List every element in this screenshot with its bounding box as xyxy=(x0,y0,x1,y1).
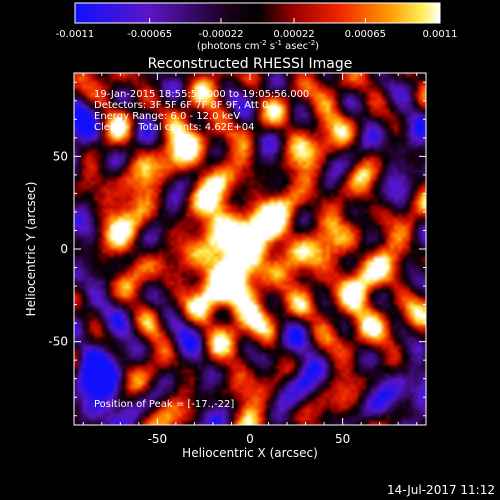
y-axis-label: Heliocentric Y (arcsec) xyxy=(24,182,38,317)
colorbar xyxy=(74,2,441,24)
colorbar-tick-label: -0.0011 xyxy=(56,29,95,40)
annotation-energy-range: Energy Range: 6.0 - 12.0 keV xyxy=(94,111,240,122)
x-tick-label: -50 xyxy=(148,432,168,446)
footer-date: 14-Jul-2017 11:12 xyxy=(387,483,495,497)
annotation-clean-counts: Clean Total counts: 4.62E+04 xyxy=(94,122,254,133)
chart-title: Reconstructed RHESSI Image xyxy=(148,56,353,72)
y-tick-label: 50 xyxy=(53,149,68,163)
colorbar-tick-label: -0.00022 xyxy=(199,29,244,40)
x-axis-label: Heliocentric X (arcsec) xyxy=(182,446,318,460)
y-tick-label: -50 xyxy=(48,335,68,349)
annotation-detectors: Detectors: 3F 5F 6F 7F 8F 9F, Att 0 xyxy=(94,100,268,111)
y-tick-label: 0 xyxy=(60,242,68,256)
annotation-time-range: 19-Jan-2015 18:55:56.000 to 19:05:56.000 xyxy=(94,89,309,100)
colorbar-tick-label: 0.00022 xyxy=(273,29,314,40)
colorbar-tick-label: 0.00065 xyxy=(345,29,386,40)
annotation-peak-position: Position of Peak = [-17.,-22] xyxy=(94,399,234,410)
x-tick-label: 0 xyxy=(246,432,254,446)
colorbar-tick-label: -0.00065 xyxy=(127,29,172,40)
colorbar-tick-label: 0.0011 xyxy=(423,29,458,40)
colorbar-units: (photons cm-2 s-1 asec-2) xyxy=(197,39,319,52)
heatmap-image xyxy=(74,73,426,425)
axis-ticks: -50 0 50 50 0 -50 xyxy=(48,73,426,446)
colorbar-ticks: -0.0011 -0.00065 -0.00022 0.00022 0.00065 0.0… xyxy=(56,18,458,40)
x-tick-label: 50 xyxy=(335,432,350,446)
